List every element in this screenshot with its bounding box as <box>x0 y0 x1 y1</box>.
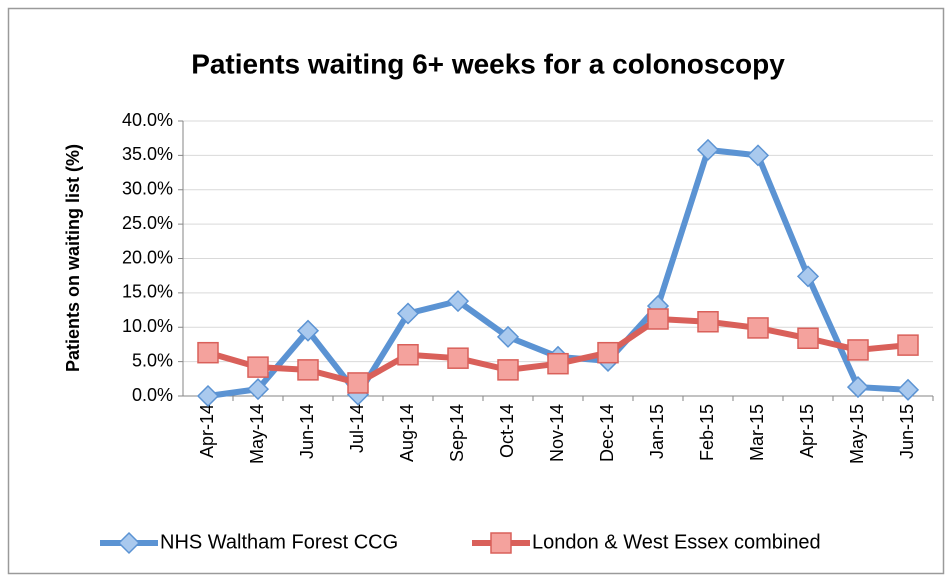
y-axis-label: Patients on waiting list (%) <box>63 144 83 372</box>
data-point <box>296 319 320 342</box>
x-tick-label: Apr-15 <box>797 404 817 458</box>
data-point <box>897 334 919 356</box>
x-tick-label: Nov-14 <box>547 404 567 462</box>
data-point <box>396 302 420 325</box>
x-tick-label: Aug-14 <box>397 404 417 462</box>
data-point <box>397 344 419 366</box>
x-tick-label: Sep-14 <box>447 404 467 462</box>
x-tick-label: Dec-14 <box>597 404 617 462</box>
x-tick-label: Mar-15 <box>747 404 767 461</box>
legend-item: London & West Essex combined <box>472 531 821 554</box>
data-point <box>896 378 920 401</box>
data-point <box>247 356 269 378</box>
y-tick-label: 30.0% <box>122 179 173 199</box>
data-point <box>246 378 270 401</box>
legend-label: London & West Essex combined <box>532 531 821 553</box>
x-tick-label: Jan-15 <box>647 404 667 459</box>
y-tick-label: 10.0% <box>122 316 173 336</box>
data-point <box>846 376 870 399</box>
x-tick-label: Jun-14 <box>297 404 317 459</box>
data-point <box>547 352 569 375</box>
data-point <box>796 265 820 288</box>
data-point <box>597 341 619 364</box>
data-point <box>297 359 319 381</box>
y-tick-label: 15.0% <box>122 282 173 302</box>
data-point <box>497 359 519 381</box>
x-tick-label: Feb-15 <box>697 404 717 461</box>
chart-title: Patients waiting 6+ weeks for a colonosc… <box>191 48 785 79</box>
data-point <box>447 347 469 369</box>
legend-item: NHS Waltham Forest CCG <box>100 531 398 555</box>
y-tick-label: 25.0% <box>122 213 173 233</box>
x-tick-label: Jun-15 <box>897 404 917 459</box>
x-tick-label: Apr-14 <box>197 404 217 458</box>
x-tick-label: Oct-14 <box>497 404 517 458</box>
data-point <box>347 372 369 394</box>
data-point <box>747 317 769 339</box>
x-tick-label: May-15 <box>847 404 867 464</box>
y-tick-label: 20.0% <box>122 247 173 267</box>
data-point <box>746 144 770 167</box>
data-point <box>696 138 720 161</box>
data-point <box>697 311 719 333</box>
x-tick-label: Jul-14 <box>347 404 367 453</box>
y-tick-label: 40.0% <box>122 110 173 130</box>
y-tick-label: 5.0% <box>132 350 173 370</box>
data-point <box>847 339 869 361</box>
data-point <box>197 341 219 364</box>
data-point <box>196 384 220 408</box>
legend-marker <box>490 532 512 554</box>
legend-label: NHS Waltham Forest CCG <box>160 531 398 553</box>
data-point <box>797 327 819 349</box>
legend-marker <box>117 531 141 555</box>
data-point <box>647 308 669 330</box>
x-tick-label: May-14 <box>247 404 267 464</box>
chart-border <box>7 7 945 575</box>
data-point <box>496 325 520 348</box>
data-point <box>446 290 470 313</box>
y-tick-label: 0.0% <box>132 385 173 405</box>
y-tick-label: 35.0% <box>122 144 173 164</box>
